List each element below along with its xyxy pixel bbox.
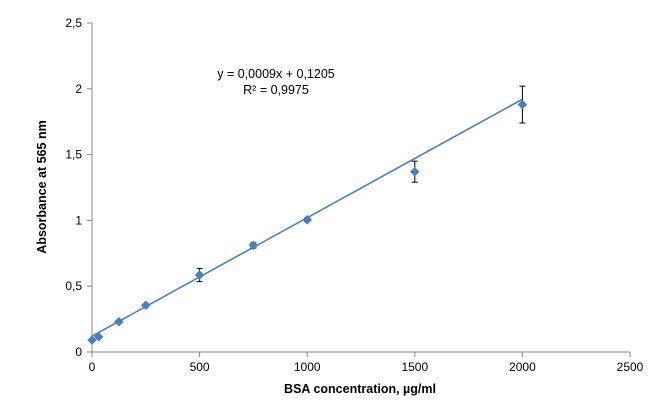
y-tick-label: 0	[75, 345, 82, 359]
x-tick-label: 1000	[294, 360, 321, 374]
y-axis-title: Absorbance at 565 nm	[35, 120, 49, 253]
x-tick-label: 0	[89, 360, 96, 374]
data-point	[409, 166, 420, 177]
labels-layer: y = 0,0009x + 0,1205 R² = 0,9975 BSA con…	[35, 67, 436, 396]
x-tick-label: 2000	[509, 360, 536, 374]
data-point	[517, 99, 528, 110]
data-point	[114, 316, 124, 327]
data-point	[194, 270, 205, 280]
y-tick-label: 2,5	[65, 16, 82, 30]
y-tick-label: 1	[75, 213, 82, 227]
data-point	[140, 300, 151, 311]
data-point	[87, 335, 97, 346]
x-tick-label: 500	[190, 360, 210, 374]
data-points-layer	[87, 99, 528, 346]
y-tick-label: 2	[75, 82, 82, 96]
y-tick-label: 0,5	[65, 279, 82, 293]
data-point	[302, 214, 313, 225]
y-tick-label: 1,5	[65, 148, 82, 162]
axes-layer: 0 0,5 1 1,5 2 2,5 0 500 1000 1500 2000 2500	[65, 16, 643, 374]
data-point	[248, 240, 259, 251]
x-axis-title: BSA concentration, µg/ml	[284, 382, 436, 396]
x-tick-label: 1500	[401, 360, 428, 374]
r-squared-label: R² = 0,9975	[243, 83, 309, 97]
x-tick-label: 2500	[617, 360, 644, 374]
data-point	[93, 332, 104, 342]
trendline-equation: y = 0,0009x + 0,1205	[217, 67, 335, 81]
